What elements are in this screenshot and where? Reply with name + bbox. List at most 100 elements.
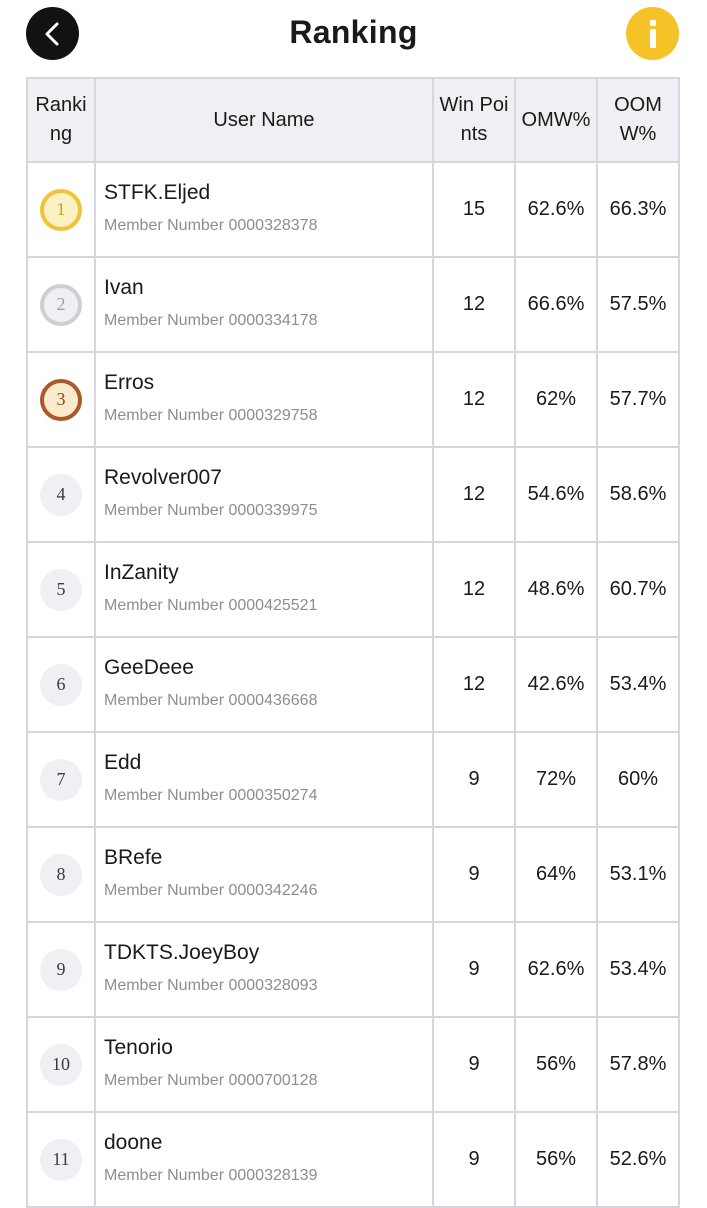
rank-badge: 10 (40, 1043, 82, 1086)
omw-cell: 56% (514, 1111, 598, 1208)
rank-cell: 8 (26, 826, 96, 923)
column-header-oomw: OOMW% (596, 77, 680, 163)
user-name: InZanity (104, 561, 179, 584)
oomw-cell: 53.4% (596, 921, 680, 1018)
rank-badge: 9 (40, 948, 82, 991)
rank-badge: 7 (40, 758, 82, 801)
chevron-left-icon (45, 22, 58, 45)
win-points-cell: 9 (432, 731, 516, 828)
omw-cell: 64% (514, 826, 598, 923)
user-name: Tenorio (104, 1036, 173, 1059)
oomw-cell: 57.7% (596, 351, 680, 448)
rank-cell: 5 (26, 541, 96, 638)
member-number: Member Number 0000339975 (104, 502, 318, 519)
user-cell: BRefe Member Number 0000342246 (94, 826, 434, 923)
user-cell: doone Member Number 0000328139 (94, 1111, 434, 1208)
rank-badge: 8 (40, 853, 82, 896)
table-row[interactable]: 5 InZanity Member Number 0000425521 12 48.6%… (26, 541, 680, 638)
rank-cell: 6 (26, 636, 96, 733)
rank-badge: 3 (40, 378, 82, 421)
table-row[interactable]: 4 Revolver007 Member Number 0000339975 12 54… (26, 446, 680, 543)
win-points-cell: 9 (432, 826, 516, 923)
oomw-cell: 57.5% (596, 256, 680, 353)
user-cell: Ivan Member Number 0000334178 (94, 256, 434, 353)
info-icon (649, 19, 656, 48)
info-button[interactable] (626, 7, 679, 60)
omw-cell: 42.6% (514, 636, 598, 733)
user-name: Revolver007 (104, 466, 222, 489)
rank-badge: 11 (40, 1138, 82, 1181)
column-header-win-points: Win Points (432, 77, 516, 163)
omw-cell: 72% (514, 731, 598, 828)
rank-cell: 1 (26, 161, 96, 258)
user-cell: InZanity Member Number 0000425521 (94, 541, 434, 638)
rank-badge: 5 (40, 568, 82, 611)
user-name: STFK.Eljed (104, 181, 211, 204)
win-points-cell: 12 (432, 351, 516, 448)
table-row[interactable]: 6 GeeDeee Member Number 0000436668 12 42.6% 5… (26, 636, 680, 733)
rank-cell: 3 (26, 351, 96, 448)
table-row[interactable]: 8 BRefe Member Number 0000342246 9 64% 53.1% (26, 826, 680, 923)
user-cell: TDKTS.JoeyBoy Member Number 0000328093 (94, 921, 434, 1018)
oomw-cell: 60.7% (596, 541, 680, 638)
table-row[interactable]: 7 Edd Member Number 0000350274 9 72% 60% (26, 731, 680, 828)
member-number: Member Number 0000342246 (104, 882, 318, 899)
omw-cell: 62% (514, 351, 598, 448)
column-header-omw: OMW% (514, 77, 598, 163)
table-row[interactable]: 9 TDKTS.JoeyBoy Member Number 0000328093 9 6… (26, 921, 680, 1018)
omw-cell: 56% (514, 1016, 598, 1113)
win-points-cell: 12 (432, 256, 516, 353)
page-title: Ranking (289, 14, 418, 50)
oomw-cell: 60% (596, 731, 680, 828)
oomw-cell: 53.1% (596, 826, 680, 923)
user-name: GeeDeee (104, 656, 194, 679)
rank-cell: 7 (26, 731, 96, 828)
win-points-cell: 15 (432, 161, 516, 258)
oomw-cell: 58.6% (596, 446, 680, 543)
omw-cell: 48.6% (514, 541, 598, 638)
user-name: Ivan (104, 276, 144, 299)
top-bar: Ranking (0, 0, 707, 72)
table-row[interactable]: 3 Erros Member Number 0000329758 12 62% 57.7% (26, 351, 680, 448)
oomw-cell: 66.3% (596, 161, 680, 258)
user-name: doone (104, 1131, 163, 1154)
win-points-cell: 12 (432, 446, 516, 543)
rank-cell: 11 (26, 1111, 96, 1208)
user-name: Edd (104, 751, 142, 774)
oomw-cell: 57.8% (596, 1016, 680, 1113)
table-header-row: Ranking User Name Win Points OMW% OOMW% (26, 77, 680, 163)
back-button[interactable] (26, 7, 79, 60)
column-header-ranking: Ranking (26, 77, 96, 163)
rank-badge: 6 (40, 663, 82, 706)
table-row[interactable]: 10 Tenorio Member Number 0000700128 9 56% 57.… (26, 1016, 680, 1113)
user-name: TDKTS.JoeyBoy (104, 941, 260, 964)
member-number: Member Number 0000350274 (104, 787, 318, 804)
table-row[interactable]: 11 doone Member Number 0000328139 9 56% 52.6% (26, 1111, 680, 1208)
table-row[interactable]: 1 STFK.Eljed Member Number 0000328378 15 62.… (26, 161, 680, 258)
win-points-cell: 12 (432, 541, 516, 638)
rank-cell: 10 (26, 1016, 96, 1113)
rank-badge: 1 (40, 188, 82, 231)
omw-cell: 62.6% (514, 921, 598, 1018)
member-number: Member Number 0000425521 (104, 597, 318, 614)
rank-badge: 4 (40, 473, 82, 516)
win-points-cell: 9 (432, 1016, 516, 1113)
win-points-cell: 9 (432, 921, 516, 1018)
member-number: Member Number 0000436668 (104, 692, 318, 709)
win-points-cell: 9 (432, 1111, 516, 1208)
rank-cell: 4 (26, 446, 96, 543)
table-row[interactable]: 2 Ivan Member Number 0000334178 12 66.6% 57.5… (26, 256, 680, 353)
user-cell: GeeDeee Member Number 0000436668 (94, 636, 434, 733)
user-cell: Erros Member Number 0000329758 (94, 351, 434, 448)
user-cell: STFK.Eljed Member Number 0000328378 (94, 161, 434, 258)
oomw-cell: 52.6% (596, 1111, 680, 1208)
user-cell: Tenorio Member Number 0000700128 (94, 1016, 434, 1113)
omw-cell: 62.6% (514, 161, 598, 258)
rank-badge: 2 (40, 283, 82, 326)
omw-cell: 66.6% (514, 256, 598, 353)
member-number: Member Number 0000329758 (104, 407, 318, 424)
member-number: Member Number 0000328139 (104, 1167, 318, 1184)
user-cell: Revolver007 Member Number 0000339975 (94, 446, 434, 543)
user-cell: Edd Member Number 0000350274 (94, 731, 434, 828)
win-points-cell: 12 (432, 636, 516, 733)
